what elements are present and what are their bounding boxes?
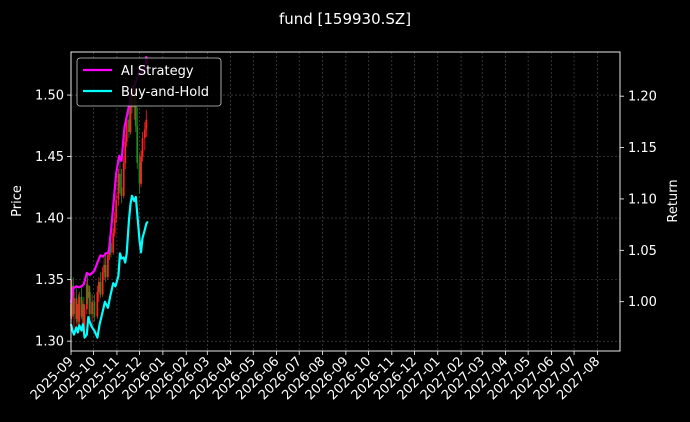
legend-box (76, 57, 222, 107)
candle-body (76, 304, 78, 320)
candle-body (112, 232, 115, 253)
y-left-tick-label: 1.35 (35, 273, 64, 288)
candle-body (99, 282, 102, 295)
candle-body (117, 173, 120, 200)
candle-body (141, 138, 144, 157)
legend-label-buy-and-hold: Buy-and-Hold (121, 85, 209, 100)
candle-body (83, 309, 86, 332)
candle-body (115, 199, 118, 219)
y-left-tick-label: 1.40 (35, 212, 64, 227)
y-left-tick-label: 1.30 (35, 335, 64, 350)
candle-body (88, 291, 91, 315)
y-left-tick-label: 1.45 (35, 150, 64, 165)
candle-body (107, 255, 109, 278)
candle-body (145, 119, 148, 130)
candle-body (124, 141, 127, 163)
candle-body (78, 296, 81, 322)
candle-body (136, 125, 139, 163)
y-right-tick-label: 1.10 (628, 192, 657, 207)
y-right-tick-label: 1.20 (628, 90, 657, 105)
y-right-tick-label: 1.05 (628, 244, 657, 259)
candle-body (138, 162, 141, 184)
candle-body (140, 156, 142, 184)
y-right-tick-label: 1.15 (628, 141, 657, 156)
y-left-tick-label: 1.50 (35, 89, 64, 104)
candlestick-series (70, 76, 148, 336)
candle-body (91, 301, 93, 315)
legend: AI Strategy Buy-and-Hold (76, 57, 222, 107)
y-axis-left-label: Price (10, 185, 25, 217)
candle-body (122, 162, 125, 196)
candle-body (143, 129, 146, 139)
candle-body (134, 88, 137, 126)
legend-label-ai-strategy: AI Strategy (121, 64, 194, 79)
candle-body (119, 173, 121, 188)
candle-body (125, 119, 128, 142)
candle-body (101, 272, 104, 295)
candle-body (120, 187, 123, 196)
y-axis-left: 1.30 1.35 1.40 1.45 1.50 (35, 89, 71, 350)
candle-body (93, 301, 96, 317)
candle-body (97, 282, 100, 292)
y-axis-right: 1.00 1.05 1.10 1.15 1.20 (620, 90, 657, 310)
y-right-tick-label: 1.00 (628, 295, 657, 310)
candle-body (73, 298, 75, 315)
candle-body (104, 264, 107, 278)
candle-body (113, 218, 116, 233)
candle-body (81, 304, 84, 317)
candle-body (86, 284, 89, 299)
series-line-buy-and-hold (69, 194, 149, 339)
chart-title: fund [159930.SZ] (279, 10, 411, 28)
y-axis-right-label: Return (666, 179, 681, 222)
candle-body (128, 119, 130, 132)
candle-body (110, 242, 112, 253)
candle-body (129, 95, 132, 132)
candle-body (96, 291, 99, 317)
candle-body (103, 264, 106, 273)
